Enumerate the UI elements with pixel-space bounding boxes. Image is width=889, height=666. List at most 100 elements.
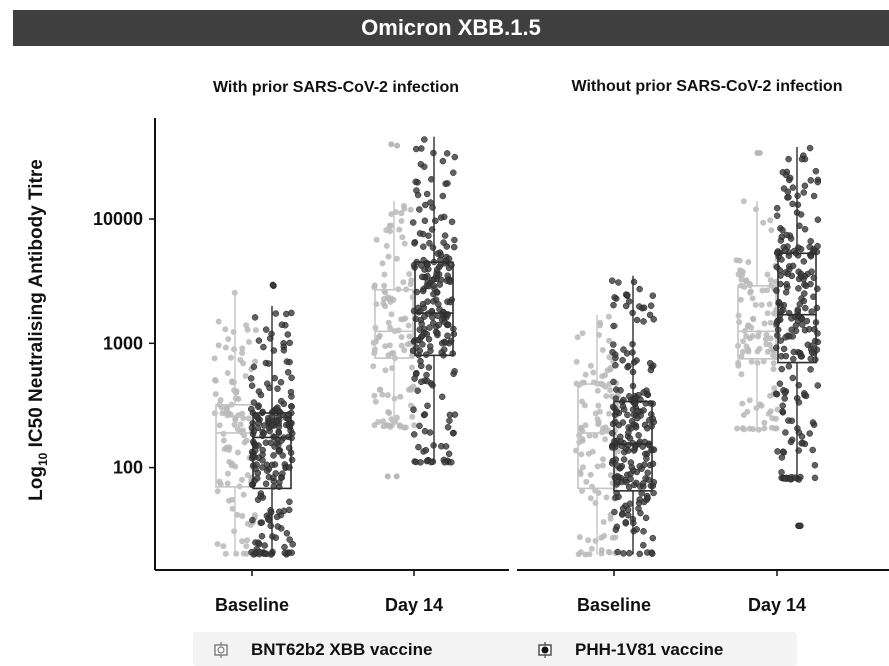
data-point — [587, 471, 594, 478]
data-point — [423, 190, 431, 198]
data-point — [641, 421, 649, 429]
data-point — [739, 400, 746, 407]
data-point — [626, 435, 634, 442]
data-point — [801, 225, 809, 233]
data-point — [244, 537, 251, 544]
data-point — [438, 316, 446, 323]
data-point — [790, 348, 798, 356]
data-point — [432, 217, 439, 225]
data-point — [735, 362, 742, 369]
data-point — [232, 395, 239, 402]
data-point — [255, 442, 262, 449]
data-point — [640, 528, 647, 535]
data-point — [264, 467, 271, 475]
data-point — [393, 255, 400, 262]
data-point — [788, 417, 796, 425]
data-point — [740, 338, 747, 345]
data-point — [576, 439, 583, 446]
data-point — [758, 402, 765, 409]
data-point — [782, 429, 789, 436]
data-point — [749, 295, 756, 302]
data-point — [789, 262, 797, 270]
data-point — [409, 413, 416, 420]
box — [777, 252, 817, 364]
data-point — [800, 258, 808, 265]
data-point — [806, 243, 813, 251]
data-point — [623, 478, 630, 486]
data-point — [388, 222, 395, 229]
data-point — [750, 426, 757, 433]
data-point — [800, 189, 808, 196]
data-point — [428, 276, 436, 284]
data-point — [255, 539, 262, 546]
data-point — [799, 321, 806, 328]
data-point — [612, 395, 620, 402]
data-point — [243, 437, 250, 444]
data-point — [412, 458, 420, 466]
data-point — [787, 475, 794, 483]
data-point — [647, 366, 655, 374]
panel-title-without-prior-infection: Without prior SARS-CoV-2 infection — [572, 78, 843, 95]
data-point — [610, 378, 617, 386]
data-point — [412, 178, 419, 186]
data-point — [402, 315, 409, 322]
data-point — [595, 402, 602, 409]
data-point — [767, 392, 773, 399]
data-point — [232, 415, 239, 422]
data-point — [421, 136, 428, 143]
data-point — [388, 211, 395, 218]
data-point — [615, 279, 622, 286]
data-point — [596, 408, 603, 415]
data-point — [767, 277, 774, 284]
data-point — [573, 358, 580, 365]
data-point — [426, 343, 434, 350]
data-point — [779, 169, 787, 176]
data-point — [439, 192, 447, 200]
data-point — [611, 294, 618, 301]
data-point — [785, 155, 792, 163]
data-point — [809, 446, 816, 454]
data-point — [772, 425, 779, 432]
legend-label-bnt: BNT62b2 XBB vaccine — [251, 640, 433, 659]
data-point — [284, 369, 292, 376]
data-point — [435, 301, 442, 308]
data-point — [765, 410, 772, 417]
data-point — [610, 341, 617, 348]
data-point — [229, 505, 236, 512]
data-point — [773, 204, 781, 212]
data-point — [225, 336, 232, 343]
data-point — [770, 360, 777, 367]
data-point — [415, 443, 422, 451]
data-point — [782, 289, 790, 296]
data-point — [284, 331, 292, 338]
data-marks — [211, 136, 822, 558]
data-point — [259, 457, 266, 464]
data-point — [436, 281, 444, 288]
data-point — [789, 200, 796, 208]
box-group — [733, 150, 781, 433]
data-point — [249, 516, 256, 524]
data-point — [798, 295, 805, 302]
data-point — [398, 218, 405, 224]
data-point — [784, 270, 791, 278]
data-point — [779, 448, 787, 455]
data-point — [750, 316, 757, 323]
data-point — [407, 206, 414, 213]
data-point — [623, 291, 631, 299]
data-point — [633, 316, 641, 324]
data-point — [240, 491, 247, 498]
data-point — [782, 352, 790, 360]
data-point — [267, 439, 275, 447]
box-group — [573, 313, 621, 558]
data-point — [761, 419, 768, 426]
data-point — [589, 448, 596, 455]
data-point — [749, 333, 756, 339]
data-point — [429, 244, 437, 251]
data-point — [443, 150, 451, 157]
data-point — [630, 278, 638, 286]
data-point — [605, 313, 612, 320]
data-point — [233, 550, 240, 557]
data-point — [260, 429, 267, 437]
data-point — [587, 362, 594, 369]
data-point — [736, 257, 743, 264]
